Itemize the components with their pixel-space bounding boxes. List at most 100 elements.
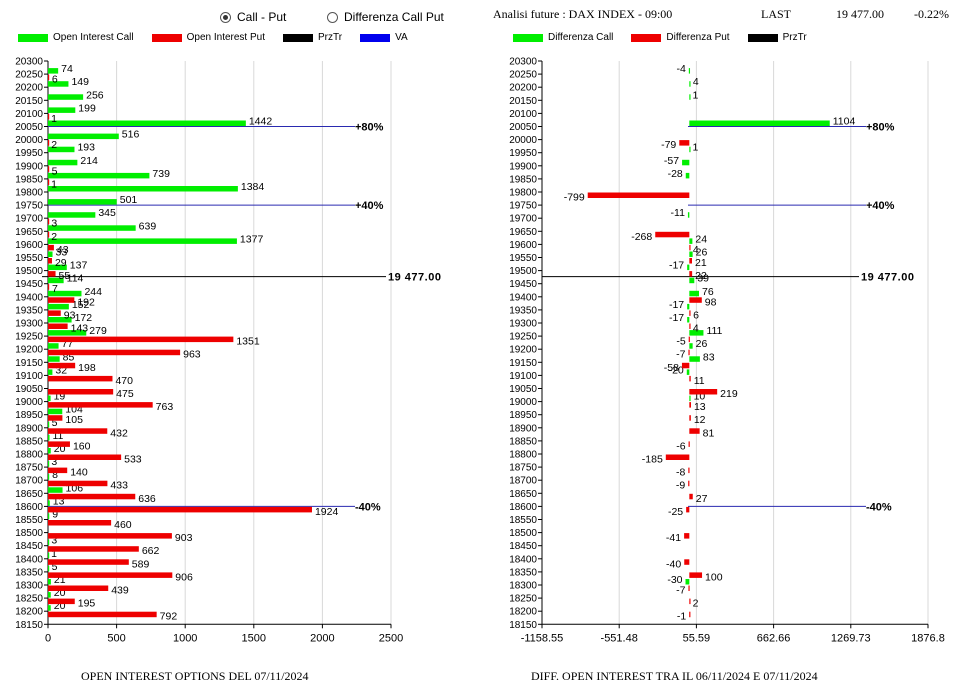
strike-label: 18400: [509, 554, 537, 565]
legend-item-call: Open Interest Call: [18, 32, 134, 43]
bar-value-label: 100: [705, 571, 723, 583]
bar-put: [48, 454, 122, 460]
bar-value-label: 2: [51, 139, 57, 151]
strike-label: 19550: [509, 253, 537, 264]
bar-call: [48, 565, 50, 572]
bar-call: [48, 408, 63, 415]
strike-label: 18550: [15, 515, 43, 526]
bar-value-label: 93: [64, 309, 76, 321]
change-percent: -0.22%: [914, 7, 949, 21]
bar-value-label: 43: [57, 244, 69, 256]
bar-value-label: 111: [706, 325, 722, 337]
va-label: -40%: [355, 501, 381, 513]
bar-value-label: -7: [676, 349, 685, 361]
bar-value-label: 1: [692, 142, 698, 154]
va-label: +40%: [866, 200, 895, 212]
strike-label: 19400: [15, 292, 43, 303]
strike-label: 20200: [509, 83, 537, 94]
bar-value-label: 2: [51, 231, 57, 243]
legend-label: VA: [395, 32, 408, 43]
x-tick-label: 2500: [379, 632, 403, 644]
strike-label: 19250: [15, 332, 43, 343]
strike-label: 19000: [509, 397, 537, 408]
radio-call-put[interactable]: Call - Put: [220, 10, 286, 24]
bar-call: [685, 579, 690, 585]
bar-value-label: 4: [693, 244, 699, 256]
x-tick-label: 1500: [242, 632, 266, 644]
strike-label: 18800: [509, 450, 537, 461]
bar-value-label: 1104: [833, 116, 856, 128]
bar-put: [689, 428, 700, 434]
bar-value-label: 636: [138, 493, 156, 505]
bar-call: [48, 513, 50, 519]
strike-label: 19200: [509, 345, 537, 356]
bar-put: [48, 349, 181, 356]
strike-label: 18350: [509, 567, 537, 578]
bar-call: [48, 212, 96, 218]
bar-put: [689, 389, 718, 395]
bar-value-label: 77: [62, 338, 74, 350]
bar-value-label: 13: [694, 401, 706, 413]
bar-value-label: -268: [631, 231, 652, 243]
bar-call: [48, 317, 72, 323]
bar-value-label: 4: [693, 76, 699, 88]
strike-label: 19450: [509, 279, 537, 290]
bar-value-label: 214: [80, 155, 98, 167]
bar-value-label: 256: [86, 89, 104, 101]
strike-label: 20250: [509, 70, 537, 81]
bar-call: [48, 251, 53, 257]
bar-value-label: 903: [175, 532, 193, 544]
bar-put: [48, 297, 75, 303]
strike-label: 19400: [509, 292, 537, 303]
strike-label: 19900: [509, 161, 537, 172]
bar-put: [48, 572, 173, 578]
bar-value-label: 29: [55, 257, 67, 269]
strike-label: 18550: [509, 515, 537, 526]
strike-label: 19850: [509, 174, 537, 185]
bar-put: [689, 493, 693, 500]
bar-value-label: -25: [668, 506, 683, 518]
bar-put: [48, 362, 76, 369]
bar-put: [48, 244, 54, 251]
bar-call: [48, 421, 50, 428]
bar-value-label: 460: [114, 519, 132, 531]
bar-value-label: 137: [70, 260, 88, 272]
strike-label: 19000: [15, 397, 43, 408]
bar-call: [48, 579, 51, 585]
bar-value-label: 98: [705, 296, 717, 308]
strike-label: 19100: [15, 371, 43, 382]
bar-value-label: 639: [139, 220, 157, 232]
bar-value-label: 21: [695, 257, 707, 269]
bar-value-label: -58: [664, 362, 679, 374]
legend-right: Differenza Call Differenza Put PrzTr: [513, 32, 825, 43]
bar-value-label: 1: [51, 548, 57, 560]
bar-value-label: 152: [72, 299, 90, 311]
legend-item-va: VA: [360, 32, 408, 43]
strike-label: 20300: [15, 57, 43, 68]
bar-value-label: 662: [142, 545, 160, 557]
x-tick-label: 2000: [310, 632, 334, 644]
bar-value-label: 172: [75, 312, 93, 324]
bar-put: [48, 598, 75, 605]
bar-put: [681, 362, 690, 369]
radio-selected-icon[interactable]: [220, 11, 231, 23]
bar-put: [688, 467, 690, 474]
radio-unselected-icon[interactable]: [327, 11, 338, 23]
radio-differenza[interactable]: Differenza Call Put: [327, 10, 444, 24]
bar-put: [48, 140, 50, 146]
strike-label: 19050: [15, 384, 43, 395]
bar-call: [48, 107, 76, 113]
bar-value-label: -6: [676, 440, 685, 452]
bar-value-label: -5: [676, 336, 685, 348]
radio-call-put-label: Call - Put: [237, 10, 287, 24]
bar-put: [48, 480, 108, 487]
bar-call: [48, 264, 67, 271]
bar-call: [689, 146, 691, 153]
bar-call: [48, 356, 60, 362]
legend-label: PrzTr: [782, 32, 807, 43]
strike-label: 18800: [15, 450, 43, 461]
bar-call: [48, 343, 59, 349]
bar-value-label: 8: [52, 469, 58, 481]
bar-call: [48, 303, 69, 310]
bar-value-label: 11: [694, 375, 705, 387]
